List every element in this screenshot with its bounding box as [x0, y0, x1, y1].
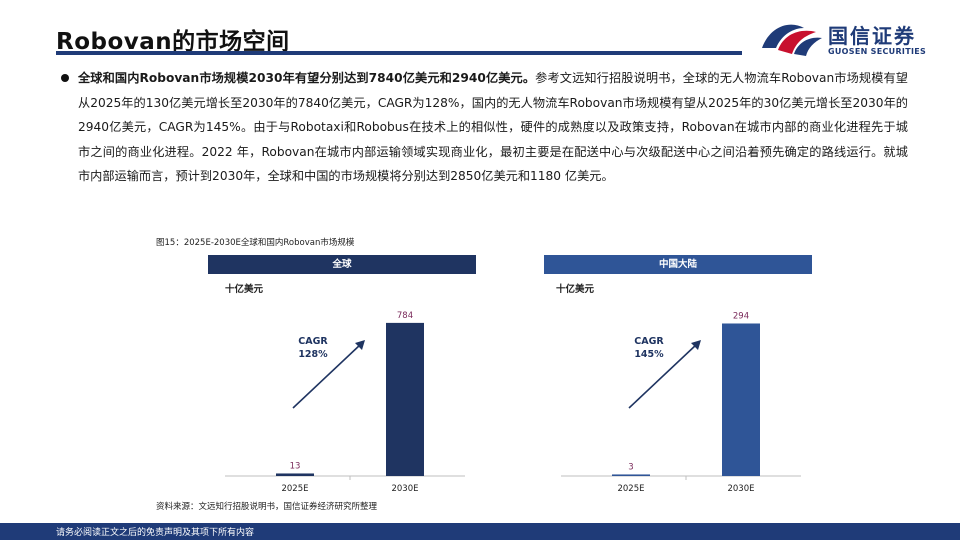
- growth-arrow-head: [355, 340, 365, 350]
- guosen-logo-icon: [762, 24, 822, 56]
- unit-label-china: 十亿美元: [556, 284, 595, 295]
- figure-source: 资料来源：文远知行招股说明书，国信证券经济研究所整理: [156, 502, 378, 512]
- footer-bar: 请务必阅读正文之后的免责声明及其项下所有内容: [0, 523, 960, 540]
- bar-2030e: [722, 323, 760, 476]
- figure-caption: 图15：2025E-2030E全球和国内Robovan市场规模: [156, 238, 355, 248]
- category-label: 2030E: [727, 484, 754, 494]
- data-label: 784: [397, 311, 413, 321]
- category-label: 2025E: [281, 484, 308, 494]
- footer-disclaimer: 请务必阅读正文之后的免责声明及其项下所有内容: [56, 528, 255, 538]
- chart-china: 3 2025E 294 2030E CAGR 145%: [561, 311, 801, 494]
- chart-global: 13 2025E 784 2030E CAGR 128%: [225, 311, 465, 494]
- lead-sentence: 全球和国内Robovan市场规模2030年有望分别达到7840亿美元和2940亿…: [78, 71, 536, 85]
- title-underline: [56, 51, 742, 55]
- company-logo: 国信证券 GUOSEN SECURITIES: [760, 16, 950, 62]
- category-label: 2030E: [391, 484, 418, 494]
- bar-2025e: [612, 474, 650, 476]
- chart-header-china: 中国大陆: [544, 255, 812, 274]
- cagr-label: CAGR: [298, 336, 328, 347]
- data-label: 294: [733, 311, 749, 321]
- logo-cn-text: 国信证券: [828, 24, 916, 48]
- cagr-label: CAGR: [634, 336, 664, 347]
- growth-arrow-line: [628, 343, 698, 409]
- logo-en-text: GUOSEN SECURITIES: [828, 47, 927, 56]
- growth-arrow-line: [292, 343, 362, 409]
- cagr-value: 145%: [634, 349, 664, 360]
- chart-header-global: 全球: [208, 255, 476, 274]
- bar-2025e: [276, 473, 314, 476]
- bullet-dot: [61, 74, 69, 82]
- growth-arrow-head: [691, 340, 701, 350]
- data-label: 3: [628, 462, 633, 472]
- cagr-value: 128%: [298, 349, 328, 360]
- category-label: 2025E: [617, 484, 644, 494]
- body-text: 参考文远知行招股说明书，全球的无人物流车Robovan市场规模有望从2025年的…: [78, 71, 908, 183]
- page-title: Robovan的市场空间: [56, 29, 290, 55]
- unit-label-global: 十亿美元: [225, 284, 264, 295]
- data-label: 13: [290, 461, 301, 471]
- body-paragraph: 全球和国内Robovan市场规模2030年有望分别达到7840亿美元和2940亿…: [78, 66, 908, 189]
- bar-2030e: [386, 322, 424, 476]
